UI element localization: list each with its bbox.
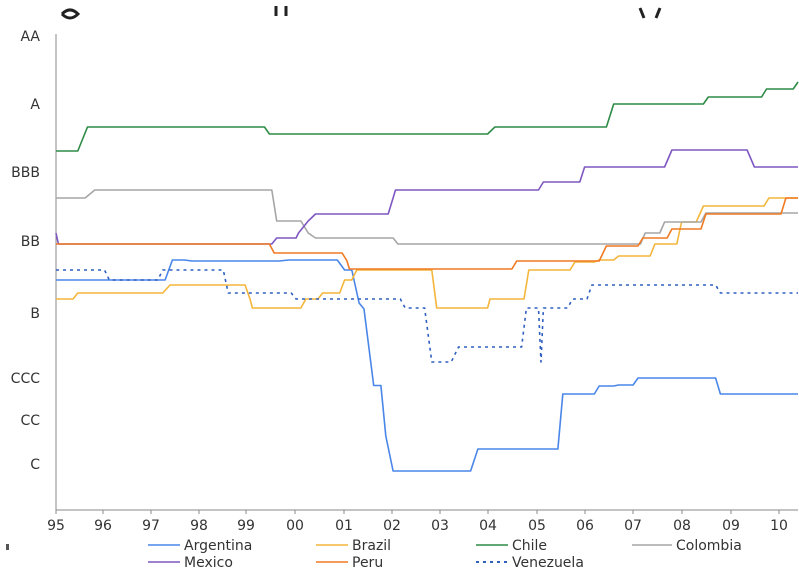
legend-label-chile: Chile — [512, 538, 547, 554]
x-tick-label: 06 — [576, 518, 594, 534]
series-line-venezuela — [56, 269, 798, 363]
legend: Argentina Brazil Chile Colombia Mexico Peru Ve… — [148, 538, 742, 571]
x-tick-label: 04 — [479, 518, 497, 534]
series-line-peru — [56, 197, 798, 270]
x-tick-label: 96 — [94, 518, 112, 534]
x-tick-label: 00 — [286, 518, 304, 534]
legend-label-brazil: Brazil — [352, 538, 391, 554]
y-tick-label: BBB — [11, 165, 40, 181]
y-tick-label: BB — [21, 234, 40, 250]
series-line-chile — [56, 81, 799, 152]
x-tick-label: 95 — [47, 518, 65, 534]
x-tick-label: 09 — [722, 518, 740, 534]
y-tick-label: AA — [20, 29, 40, 45]
legend-label-colombia: Colombia — [676, 538, 742, 554]
x-tick-label: 03 — [431, 518, 449, 534]
x-tick-label: 08 — [673, 518, 691, 534]
x-axis: 95 96 97 98 99 00 01 02 03 04 05 06 07 08 09 10 — [47, 509, 798, 534]
series-line-argentina — [56, 259, 798, 472]
x-tick-label: 02 — [383, 518, 401, 534]
x-tick-label: 97 — [142, 518, 160, 534]
y-tick-label: CCC — [11, 371, 41, 387]
series-line-brazil — [56, 197, 798, 309]
edge-mark — [6, 544, 9, 550]
y-tick-label: CC — [20, 413, 40, 429]
legend-label-argentina: Argentina — [184, 538, 252, 554]
legend-label-peru: Peru — [352, 555, 383, 571]
x-tick-label: 05 — [528, 518, 546, 534]
x-tick-label: 98 — [190, 518, 208, 534]
y-tick-label: C — [30, 457, 40, 473]
y-tick-label: B — [30, 306, 40, 322]
legend-label-venezuela: Venezuela — [512, 555, 584, 571]
y-tick-label: A — [30, 97, 40, 113]
x-tick-label: 10 — [770, 518, 788, 534]
series-lines — [55, 81, 799, 472]
series-line-mexico — [55, 149, 798, 245]
legend-label-mexico: Mexico — [184, 555, 233, 571]
series-line-colombia — [56, 189, 798, 245]
x-tick-label: 01 — [335, 518, 353, 534]
cropped-title-fragment — [60, 6, 662, 20]
x-tick-label: 07 — [624, 518, 642, 534]
x-tick-label: 99 — [237, 518, 255, 534]
